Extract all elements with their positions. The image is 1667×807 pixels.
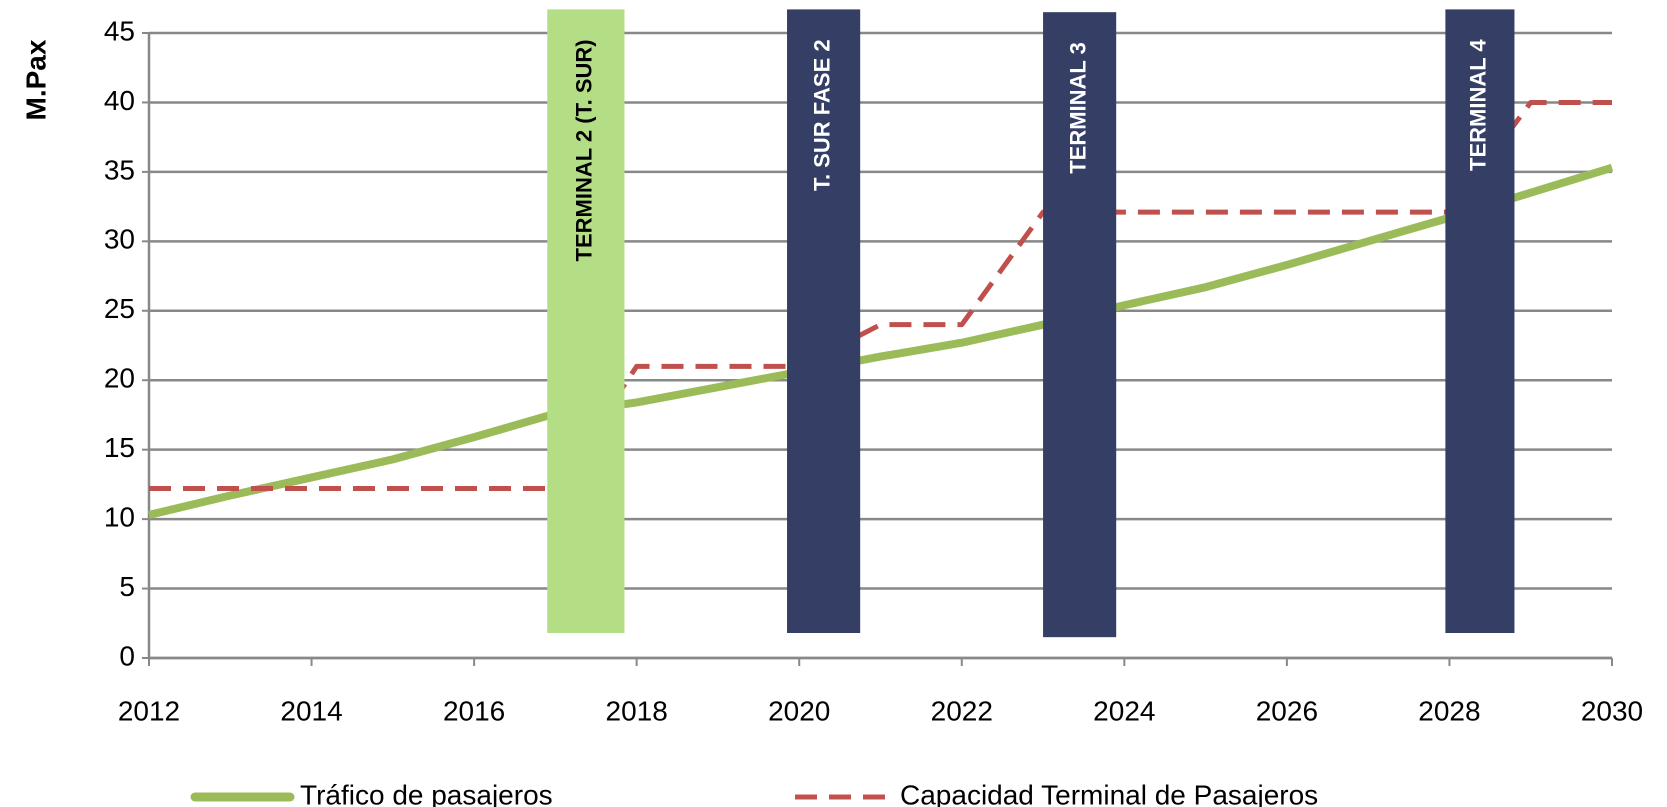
x-tick-label: 2024 (1093, 695, 1155, 726)
annotation-label: T. SUR FASE 2 (809, 39, 834, 191)
annotation-band (787, 9, 861, 633)
y-tick-label: 5 (119, 571, 135, 602)
x-tick-label: 2022 (931, 695, 993, 726)
x-tick-label: 2028 (1418, 695, 1480, 726)
y-tick-label: 0 (119, 640, 135, 671)
y-tick-label: 25 (104, 293, 135, 324)
legend-label: Tráfico de pasajeros (300, 779, 553, 807)
y-tick-label: 45 (104, 15, 135, 46)
annotation-band (1043, 12, 1117, 638)
annotation-label: TERMINAL 2 (T. SUR) (572, 39, 597, 261)
x-tick-label: 2020 (768, 695, 830, 726)
annotation-label: TERMINAL 4 (1466, 39, 1491, 171)
y-tick-label: 35 (104, 154, 135, 185)
x-tick-label: 2012 (118, 695, 180, 726)
y-tick-label: 30 (104, 224, 135, 255)
x-tick-label: 2014 (280, 695, 342, 726)
series-line (148, 163, 1614, 519)
annotation-label: TERMINAL 3 (1065, 42, 1090, 174)
y-tick-label: 15 (104, 432, 135, 463)
annotation-band (1445, 9, 1515, 633)
x-tick-label: 2018 (606, 695, 668, 726)
y-tick-label: 40 (104, 85, 135, 116)
x-tick-label: 2016 (443, 695, 505, 726)
legend-label: Capacidad Terminal de Pasajeros (900, 779, 1318, 807)
y-axis-label: M.Pax (20, 39, 51, 120)
y-tick-label: 20 (104, 363, 135, 394)
series-line (149, 99, 1612, 492)
annotation-band (547, 9, 625, 633)
x-tick-label: 2030 (1581, 695, 1643, 726)
x-tick-label: 2026 (1256, 695, 1318, 726)
y-tick-label: 10 (104, 502, 135, 533)
